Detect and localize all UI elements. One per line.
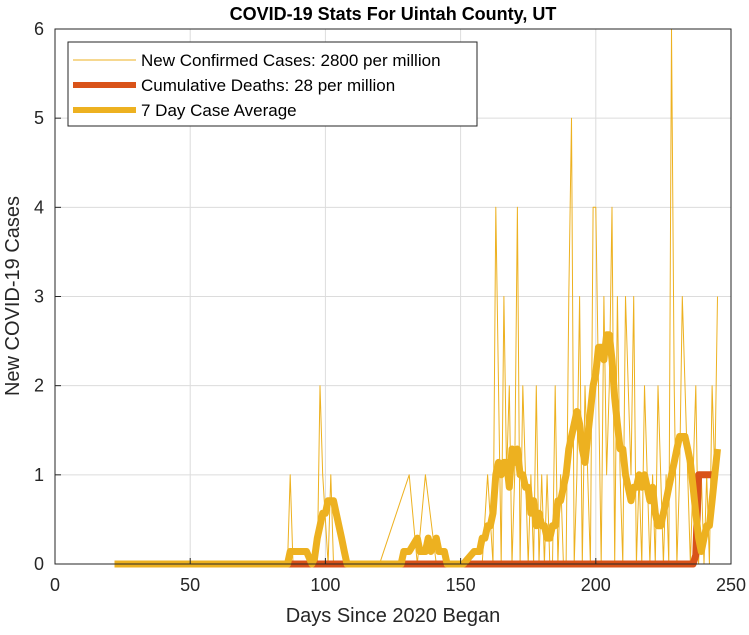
y-tick-label: 0 bbox=[34, 554, 44, 574]
y-tick-label: 1 bbox=[34, 465, 44, 485]
chart-title: COVID-19 Stats For Uintah County, UT bbox=[230, 4, 557, 24]
x-tick-label: 250 bbox=[716, 575, 746, 595]
legend-label-average: 7 Day Case Average bbox=[141, 101, 297, 120]
legend: New Confirmed Cases: 2800 per million Cu… bbox=[67, 41, 478, 127]
y-tick-label: 4 bbox=[34, 197, 44, 217]
x-tick-label: 0 bbox=[50, 575, 60, 595]
y-tick-label: 6 bbox=[34, 19, 44, 39]
x-tick-label: 150 bbox=[446, 575, 476, 595]
x-axis-label: Days Since 2020 Began bbox=[286, 605, 501, 627]
x-tick-label: 200 bbox=[581, 575, 611, 595]
y-tick-label: 5 bbox=[34, 108, 44, 128]
y-tick-label: 2 bbox=[34, 376, 44, 396]
legend-box bbox=[67, 41, 478, 127]
y-axis-label: New COVID-19 Cases bbox=[2, 196, 24, 396]
tick-layer: 0 50 100 150 200 250 0 1 2 3 4 5 6 bbox=[34, 19, 746, 595]
legend-label-new-cases: New Confirmed Cases: 2800 per million bbox=[141, 51, 441, 70]
x-tick-label: 100 bbox=[310, 575, 340, 595]
y-tick-label: 3 bbox=[34, 287, 44, 307]
legend-label-deaths: Cumulative Deaths: 28 per million bbox=[141, 76, 395, 95]
x-tick-label: 50 bbox=[180, 575, 200, 595]
